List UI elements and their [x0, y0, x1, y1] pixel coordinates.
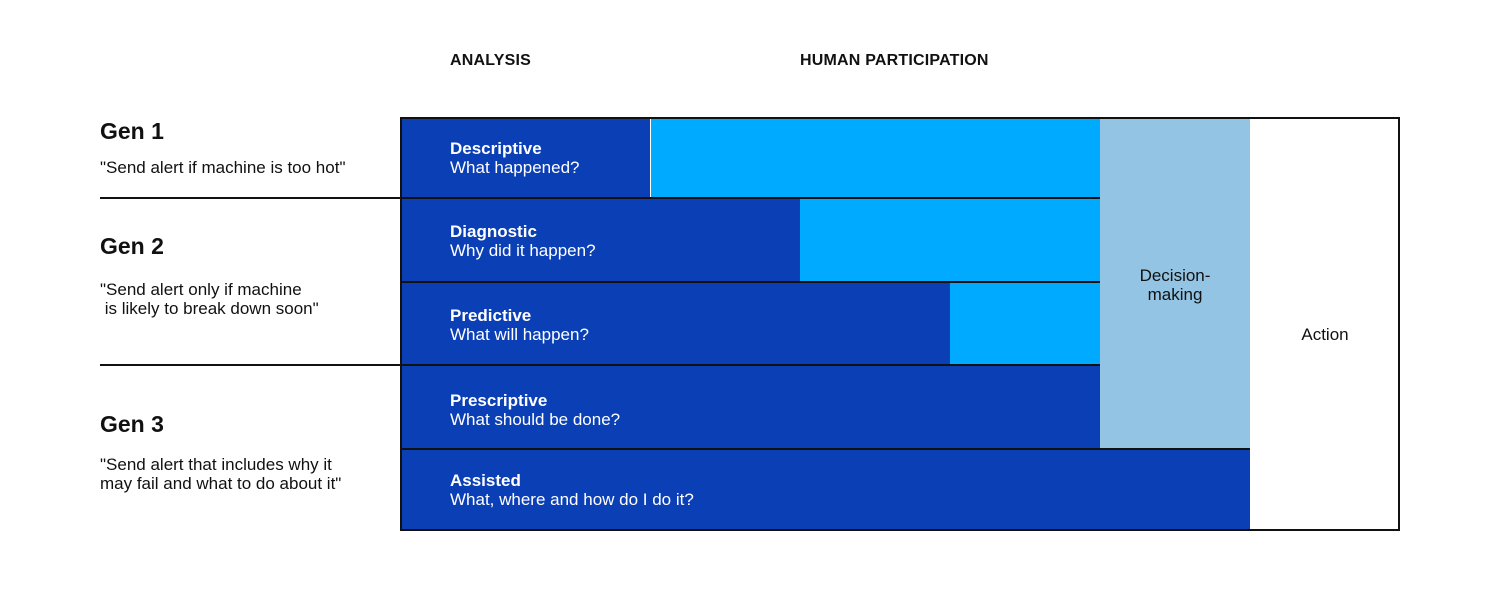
- gen-2-description: "Send alert only if machine is likely to…: [100, 280, 319, 318]
- action-label: Action: [1301, 325, 1349, 344]
- decision-making-band: [1100, 119, 1250, 448]
- gen-2-title: Gen 2: [100, 233, 164, 259]
- decision-making-label: Decision- making: [1139, 266, 1211, 304]
- gen-3-description: "Send alert that includes why it may fai…: [100, 455, 342, 493]
- assisted-analysis-band: [402, 450, 1250, 529]
- gen-1-description: "Send alert if machine is too hot": [100, 158, 346, 177]
- row-assisted-title: Assisted: [450, 471, 521, 490]
- row-diagnostic: Diagnostic Why did it happen?: [450, 222, 596, 260]
- diagnostic-human-band: [800, 199, 1100, 281]
- row-prescriptive-title: Prescriptive: [450, 391, 548, 410]
- gen-divider-1: [100, 197, 401, 199]
- descriptive-analysis-band: [402, 119, 650, 197]
- gen-divider-2: [100, 364, 401, 366]
- row-prescriptive-subtitle: What should be done?: [450, 410, 621, 429]
- row-divider-2: [401, 281, 1100, 283]
- row-predictive-title: Predictive: [450, 306, 532, 325]
- gen-3-title: Gen 3: [100, 411, 164, 437]
- row-prescriptive: Prescriptive What should be done?: [450, 391, 620, 429]
- gen-1-title: Gen 1: [100, 118, 164, 144]
- row-assisted-subtitle: What, where and how do I do it?: [450, 490, 694, 509]
- row-assisted: Assisted What, where and how do I do it?: [450, 471, 694, 509]
- row-diagnostic-subtitle: Why did it happen?: [450, 241, 596, 260]
- predictive-analysis-band: [402, 283, 950, 364]
- analysis-header: ANALYSIS: [450, 52, 532, 69]
- row-diagnostic-title: Diagnostic: [450, 222, 537, 241]
- predictive-human-band: [950, 283, 1100, 364]
- descriptive-human-band: [651, 119, 1100, 197]
- row-predictive-subtitle: What will happen?: [450, 325, 589, 344]
- human-participation-header: HUMAN PARTICIPATION: [800, 52, 989, 69]
- prescriptive-analysis-band: [402, 366, 1100, 448]
- row-predictive: Predictive What will happen?: [450, 306, 589, 344]
- row-descriptive-subtitle: What happened?: [450, 158, 580, 177]
- row-descriptive-title: Descriptive: [450, 139, 542, 158]
- row-divider-1: [401, 197, 1100, 199]
- row-descriptive: Descriptive What happened?: [450, 139, 580, 177]
- diagnostic-analysis-band: [402, 199, 800, 281]
- row-divider-3: [401, 364, 1100, 366]
- row-divider-4: [401, 448, 1250, 450]
